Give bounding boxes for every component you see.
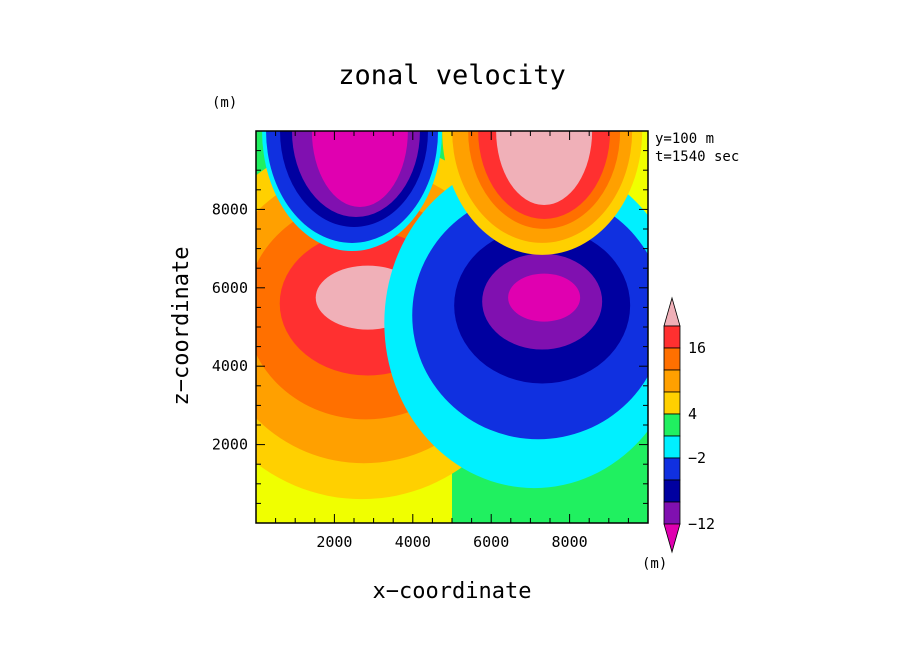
- colorbar-bottom-arrow: [663, 523, 681, 554]
- upper-right-core: [496, 131, 593, 205]
- y-axis-label: z−coordinate: [169, 247, 194, 406]
- x-tick-label: 8000: [552, 533, 588, 551]
- plot-area: [255, 130, 649, 524]
- colorbar-segment: [663, 347, 681, 371]
- x-tick-label: 2000: [316, 533, 352, 551]
- colorbar-top-arrow: [663, 296, 681, 327]
- colorbar-label: 4: [688, 405, 697, 423]
- colorbar-unit: (m): [642, 556, 667, 572]
- tick-marks: [256, 131, 648, 523]
- colorbar-segment: [663, 325, 681, 349]
- chart-title: zonal velocity: [338, 60, 566, 91]
- colorbar-label: 16: [688, 339, 706, 357]
- y-tick-labels: 2000 4000 6000 8000: [212, 200, 248, 453]
- x-tick-label: 6000: [473, 533, 509, 551]
- colorbar-segment: [663, 501, 681, 525]
- y-tick-label: 6000: [212, 279, 248, 297]
- y-axis-unit: (m): [212, 95, 237, 111]
- colorbar-segment: [663, 413, 681, 437]
- y-tick-label: 2000: [212, 436, 248, 454]
- colorbar-segment: [663, 479, 681, 503]
- x-tick-labels: 2000 4000 6000 8000: [316, 533, 587, 551]
- y-tick-label: 4000: [212, 357, 248, 375]
- colorbar: 16 4 −2 −12: [663, 296, 715, 554]
- annotation-y-position: y=100 m: [655, 131, 714, 147]
- y-tick-label: 8000: [212, 200, 248, 218]
- annotation-time: t=1540 sec: [655, 149, 739, 165]
- colorbar-segment: [663, 457, 681, 481]
- upper-left-core: [311, 131, 408, 207]
- colorbar-label: −12: [688, 515, 715, 533]
- lower-right-core: [508, 273, 581, 322]
- contour-fill: [256, 131, 648, 523]
- colorbar-segment: [663, 391, 681, 415]
- x-axis-label: x−coordinate: [373, 579, 532, 604]
- colorbar-label: −2: [688, 449, 706, 467]
- colorbar-segment: [663, 369, 681, 393]
- colorbar-segment: [663, 435, 681, 459]
- x-tick-label: 4000: [395, 533, 431, 551]
